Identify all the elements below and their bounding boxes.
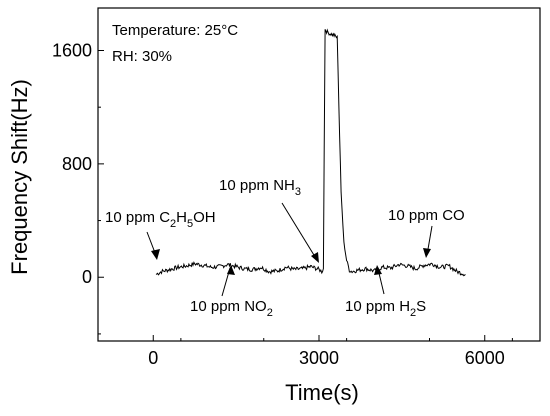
annotation-nh3: 10 ppm NH3: [219, 177, 319, 263]
arrow-nh3: [281, 202, 318, 261]
series-line: [155, 28, 466, 277]
x-axis-label: Time(s): [285, 380, 359, 405]
svg-text:10 ppm NO2: 10 ppm NO2: [190, 298, 273, 319]
y-tick-label: 1600: [52, 41, 92, 61]
note-humidity: RH: 30%: [112, 48, 172, 65]
annotation-ethanol: 10 ppm C2H5OH: [105, 209, 216, 260]
y-tick-label: 0: [82, 267, 92, 287]
y-axis-label: Frequency Shift(Hz): [7, 79, 32, 275]
y-tick-label: 800: [62, 154, 92, 174]
arrowhead-no2: [227, 265, 235, 275]
annotation-co: 10 ppm CO: [388, 207, 465, 258]
arrowhead-h2s: [374, 265, 382, 275]
note-temperature: Temperature: 25°C: [112, 22, 238, 39]
arrowhead-nh3: [311, 252, 319, 263]
svg-text:10 ppm NH3: 10 ppm NH3: [219, 177, 301, 198]
annotation-no2: 10 ppm NO2: [190, 265, 273, 319]
annotation-h2s: 10 ppm H2S: [345, 265, 426, 319]
x-tick-label: 3000: [299, 348, 339, 368]
x-tick-label: 0: [148, 348, 158, 368]
svg-text:10 ppm H2S: 10 ppm H2S: [345, 298, 426, 319]
svg-text:10 ppm CO: 10 ppm CO: [388, 207, 465, 224]
y-axis-ticks: 0 800 1600: [52, 41, 104, 335]
arrowhead-ethanol: [151, 249, 160, 260]
x-axis-ticks: 0 3000 6000: [148, 335, 513, 368]
svg-text:10 ppm C2H5OH: 10 ppm C2H5OH: [105, 209, 216, 230]
x-tick-label: 6000: [465, 348, 505, 368]
arrowhead-co: [423, 248, 431, 258]
annotations: 10 ppm C2H5OH 10 ppm NO2 10 ppm NH3 10 p…: [105, 177, 465, 319]
